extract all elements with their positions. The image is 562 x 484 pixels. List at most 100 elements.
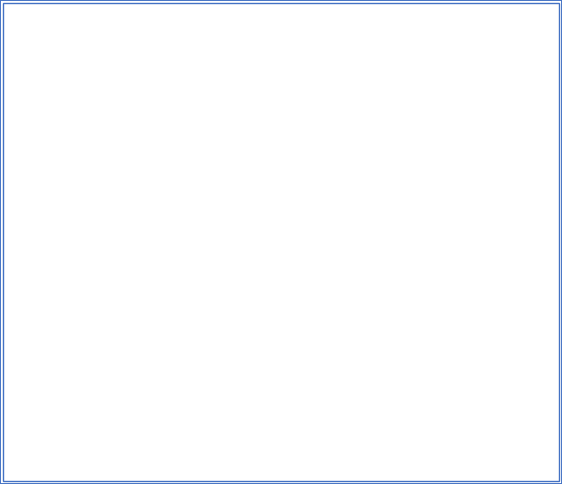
Bar bbox=[4, 42, 26, 62]
Bar bbox=[360, 404, 442, 423]
Text: 1,402,309: 1,402,309 bbox=[209, 294, 258, 304]
Bar bbox=[4, 233, 26, 252]
Bar bbox=[164, 461, 262, 480]
Bar bbox=[442, 347, 514, 366]
Text: 1,186,294: 1,186,294 bbox=[307, 237, 356, 247]
Bar bbox=[4, 119, 26, 138]
Text: 85 to 89 years: 85 to 89 years bbox=[30, 408, 101, 418]
Bar bbox=[4, 214, 26, 233]
Bar bbox=[164, 290, 262, 309]
Text: 7%: 7% bbox=[495, 199, 510, 209]
Bar bbox=[4, 366, 26, 385]
Bar bbox=[4, 271, 26, 290]
Bar bbox=[442, 176, 514, 195]
Text: 13: 13 bbox=[9, 294, 21, 303]
Bar bbox=[262, 138, 360, 157]
Text: 70 to 74 years: 70 to 74 years bbox=[30, 351, 101, 361]
Bar bbox=[262, 461, 360, 480]
Text: 8: 8 bbox=[12, 199, 18, 209]
Bar bbox=[164, 119, 262, 138]
Text: 1,376,467: 1,376,467 bbox=[307, 275, 356, 285]
Bar bbox=[360, 42, 442, 62]
Text: fx: fx bbox=[126, 16, 138, 30]
Text: 15 to 19 years: 15 to 19 years bbox=[30, 142, 101, 152]
Bar bbox=[26, 176, 164, 195]
Text: 5 to 9 years: 5 to 9 years bbox=[30, 104, 88, 114]
Bar bbox=[262, 309, 360, 328]
Bar bbox=[26, 62, 164, 81]
Text: 432,687: 432,687 bbox=[316, 389, 356, 399]
Bar bbox=[360, 195, 442, 214]
Text: 3%: 3% bbox=[495, 370, 510, 380]
Bar bbox=[442, 442, 514, 461]
Text: 25 to 29 years: 25 to 29 years bbox=[30, 180, 101, 190]
Text: =-B2/$B$23: =-B2/$B$23 bbox=[390, 84, 438, 96]
Text: 6%: 6% bbox=[495, 237, 510, 247]
Text: 60 to 64 years: 60 to 64 years bbox=[30, 313, 101, 323]
Text: 836,312: 836,312 bbox=[316, 351, 356, 361]
Bar bbox=[262, 81, 360, 100]
Text: -8%: -8% bbox=[419, 294, 438, 304]
Bar bbox=[164, 442, 262, 461]
Bar bbox=[442, 328, 514, 347]
Bar bbox=[4, 138, 26, 157]
Bar bbox=[262, 423, 360, 442]
Text: -5%: -5% bbox=[419, 104, 438, 114]
Text: 1,286,482: 1,286,482 bbox=[307, 180, 356, 190]
Bar bbox=[164, 423, 262, 442]
Text: :: : bbox=[84, 16, 88, 30]
Bar bbox=[26, 195, 164, 214]
Text: -6%: -6% bbox=[419, 142, 438, 152]
Bar bbox=[26, 309, 164, 328]
Bar bbox=[164, 347, 262, 366]
Bar bbox=[262, 290, 360, 309]
Bar bbox=[4, 290, 26, 309]
Bar bbox=[26, 119, 164, 138]
Bar bbox=[26, 423, 164, 442]
Text: 7%: 7% bbox=[495, 218, 510, 228]
Text: 0%: 0% bbox=[495, 465, 510, 475]
Bar bbox=[26, 138, 164, 157]
Text: 1,234,715: 1,234,715 bbox=[209, 237, 258, 247]
Text: 1,114,514: 1,114,514 bbox=[209, 161, 258, 171]
Bar bbox=[360, 290, 442, 309]
Bar bbox=[262, 442, 360, 461]
Bar bbox=[4, 195, 26, 214]
Text: 6%: 6% bbox=[495, 104, 510, 114]
Text: 40,747: 40,747 bbox=[322, 446, 356, 456]
Bar bbox=[26, 385, 164, 404]
Text: ⌄: ⌄ bbox=[69, 16, 75, 26]
Text: 75 to 79 years: 75 to 79 years bbox=[30, 370, 101, 380]
Text: 932,724: 932,724 bbox=[316, 85, 356, 95]
Text: 1,205,706: 1,205,706 bbox=[306, 313, 356, 323]
Text: 1,153,134: 1,153,134 bbox=[307, 332, 356, 342]
Text: E: E bbox=[475, 47, 481, 57]
Bar bbox=[164, 62, 262, 81]
Bar bbox=[360, 366, 442, 385]
Text: 5%: 5% bbox=[495, 123, 510, 133]
Bar bbox=[262, 271, 360, 290]
Bar bbox=[26, 157, 164, 176]
Text: 250,306: 250,306 bbox=[316, 408, 356, 418]
Bar bbox=[4, 157, 26, 176]
Text: /$B$23: /$B$23 bbox=[185, 14, 215, 28]
Text: 1,161,009: 1,161,009 bbox=[209, 218, 258, 228]
Text: 35 to 39 years: 35 to 39 years bbox=[30, 218, 101, 228]
Bar bbox=[360, 138, 442, 157]
Bar bbox=[4, 252, 26, 271]
Text: 90 to 94 years: 90 to 94 years bbox=[30, 427, 101, 437]
Bar bbox=[4, 461, 26, 480]
Text: -1%: -1% bbox=[419, 427, 438, 437]
Text: 116,426: 116,426 bbox=[316, 427, 356, 437]
Text: -5%: -5% bbox=[419, 332, 438, 342]
Text: 18: 18 bbox=[9, 390, 21, 398]
Bar bbox=[26, 42, 164, 62]
Bar bbox=[164, 157, 262, 176]
Text: 65 to 69 years: 65 to 69 years bbox=[30, 332, 101, 342]
Bar bbox=[442, 214, 514, 233]
Text: 5: 5 bbox=[12, 142, 18, 151]
Bar bbox=[262, 328, 360, 347]
Bar bbox=[262, 42, 360, 62]
Text: A: A bbox=[92, 47, 98, 57]
Text: ✓: ✓ bbox=[112, 16, 123, 30]
